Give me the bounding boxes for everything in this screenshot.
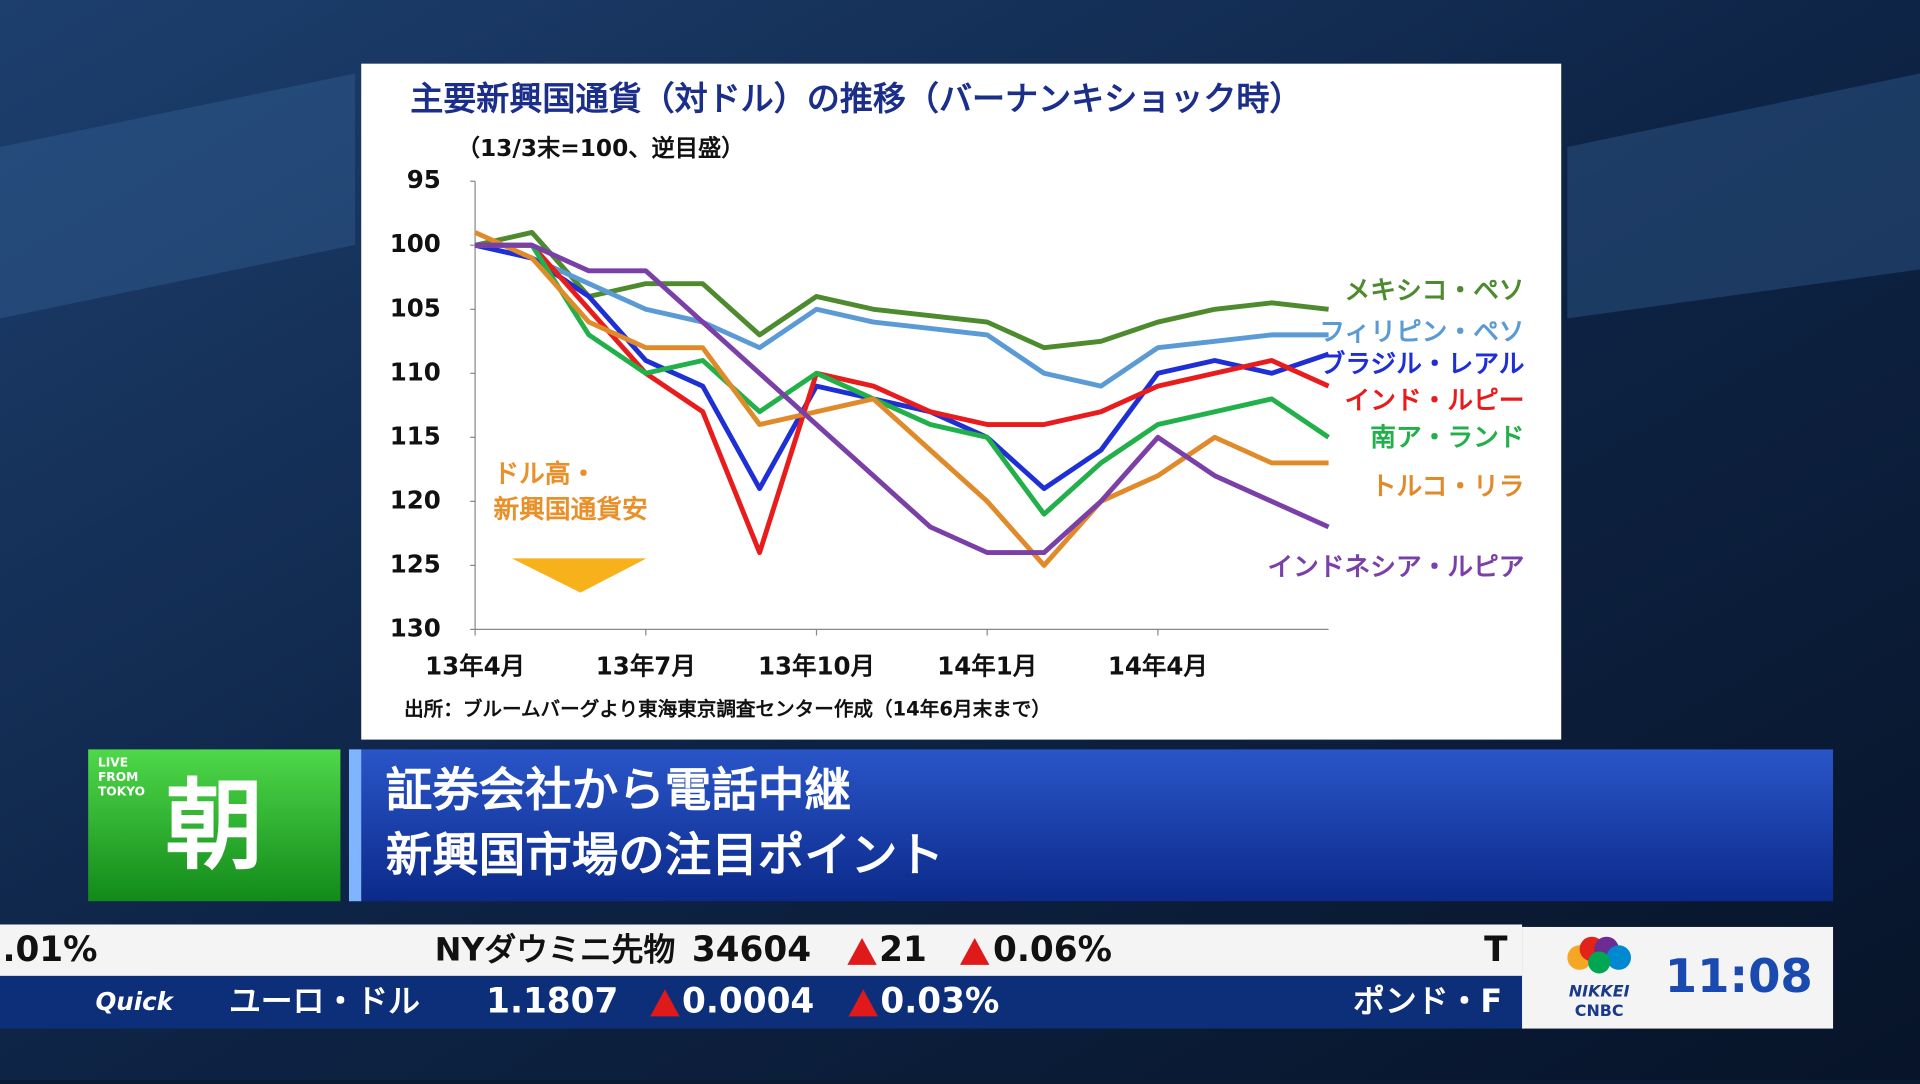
chart-panel — [361, 63, 1562, 740]
series-line — [475, 242, 1330, 517]
headline: 証券会社から電話中継 — [386, 763, 851, 817]
x-tick-label: 14年1月 — [937, 651, 1037, 680]
program-box — [88, 749, 341, 902]
series-label: フィリピン・ペソ — [1319, 318, 1524, 348]
live-label: TOKYO — [98, 785, 145, 799]
series-line — [474, 229, 1329, 351]
live-label: LIVE — [98, 755, 128, 769]
annotation: ドル高・ — [493, 459, 596, 490]
series-label: トルコ・リラ — [1371, 472, 1525, 502]
series-label: ブラジル・レアル — [1320, 348, 1525, 379]
chart-subtitle: （13/3末=100、逆目盛） — [457, 135, 745, 162]
plot: 95 100 105 110 115 120 125 130 13年4月 13年7月 13年10月 1… — [390, 165, 1525, 680]
series-label: インド・ルピー — [1345, 386, 1525, 416]
live-label: FROM — [98, 770, 138, 784]
y-tick-label: 130 — [390, 613, 441, 642]
series-line — [475, 242, 1330, 556]
up-triangle — [848, 989, 878, 1017]
headline-accent — [348, 749, 362, 902]
decor — [0, 73, 1920, 319]
program-title: 朝 — [165, 770, 263, 884]
peacock-logo — [1567, 936, 1632, 974]
up-triangle — [960, 937, 990, 965]
ticker-price: 1.1807 — [486, 981, 618, 1021]
x-tick-label: 13年4月 — [425, 651, 525, 680]
y-tick-label: 120 — [390, 485, 441, 514]
clock: 11:08 — [1665, 949, 1813, 1003]
headline: 新興国市場の注目ポイント — [386, 828, 944, 882]
series-line — [475, 242, 1330, 556]
logo-text: NIKKEI — [1569, 981, 1630, 1000]
series-line — [474, 242, 1330, 491]
ticker-name: ユーロ・ドル — [229, 982, 420, 1020]
logo-text: CNBC — [1575, 1001, 1624, 1020]
y-tick-label: 110 — [390, 357, 441, 386]
ticker-change-pct: 0.06% — [993, 930, 1112, 970]
up-triangle — [650, 989, 680, 1017]
series-label: メキシコ・ペソ — [1345, 276, 1525, 306]
y-tick-label: 105 — [390, 293, 441, 322]
ticker-text: T — [1484, 930, 1508, 970]
chart-title: 主要新興国通貨（対ドル）の推移（バーナンキショック時） — [410, 79, 1302, 118]
ticker-name: NYダウミニ先物 — [435, 930, 676, 968]
ticker-change: 21 — [879, 930, 927, 970]
y-tick-label: 100 — [390, 229, 441, 258]
x-tick-label: 13年7月 — [596, 651, 696, 680]
ticker-text: .01% — [2, 930, 97, 970]
series-label: インドネシア・ルピア — [1267, 553, 1524, 583]
ticker-price: 34604 — [692, 930, 811, 970]
up-triangle — [847, 937, 877, 965]
clock-box — [1522, 926, 1834, 1029]
series-line — [474, 242, 1329, 389]
arrow — [511, 558, 647, 593]
ticker-change-pct: 0.03% — [880, 981, 999, 1021]
ticker-change: 0.0004 — [682, 981, 814, 1021]
ticker-source: Quick — [96, 987, 175, 1016]
headline-bar — [348, 749, 1834, 902]
ticker-text: ポンド・F — [1353, 982, 1502, 1020]
chart-source: 出所：ブルームバーグより東海東京調査センター作成（14年6月末まで） — [404, 698, 1051, 721]
x-tick-label: 14年4月 — [1108, 651, 1208, 680]
y-tick-label: 115 — [390, 421, 441, 450]
series-label: 南ア・ランド — [1370, 423, 1524, 453]
ticker-row — [0, 975, 1523, 1029]
y-tick-label: 95 — [407, 165, 441, 194]
ticker-row — [0, 924, 1523, 976]
y-tick-label: 125 — [390, 549, 441, 578]
annotation: 新興国通貨安 — [493, 494, 647, 525]
x-tick-label: 13年10月 — [758, 651, 875, 680]
